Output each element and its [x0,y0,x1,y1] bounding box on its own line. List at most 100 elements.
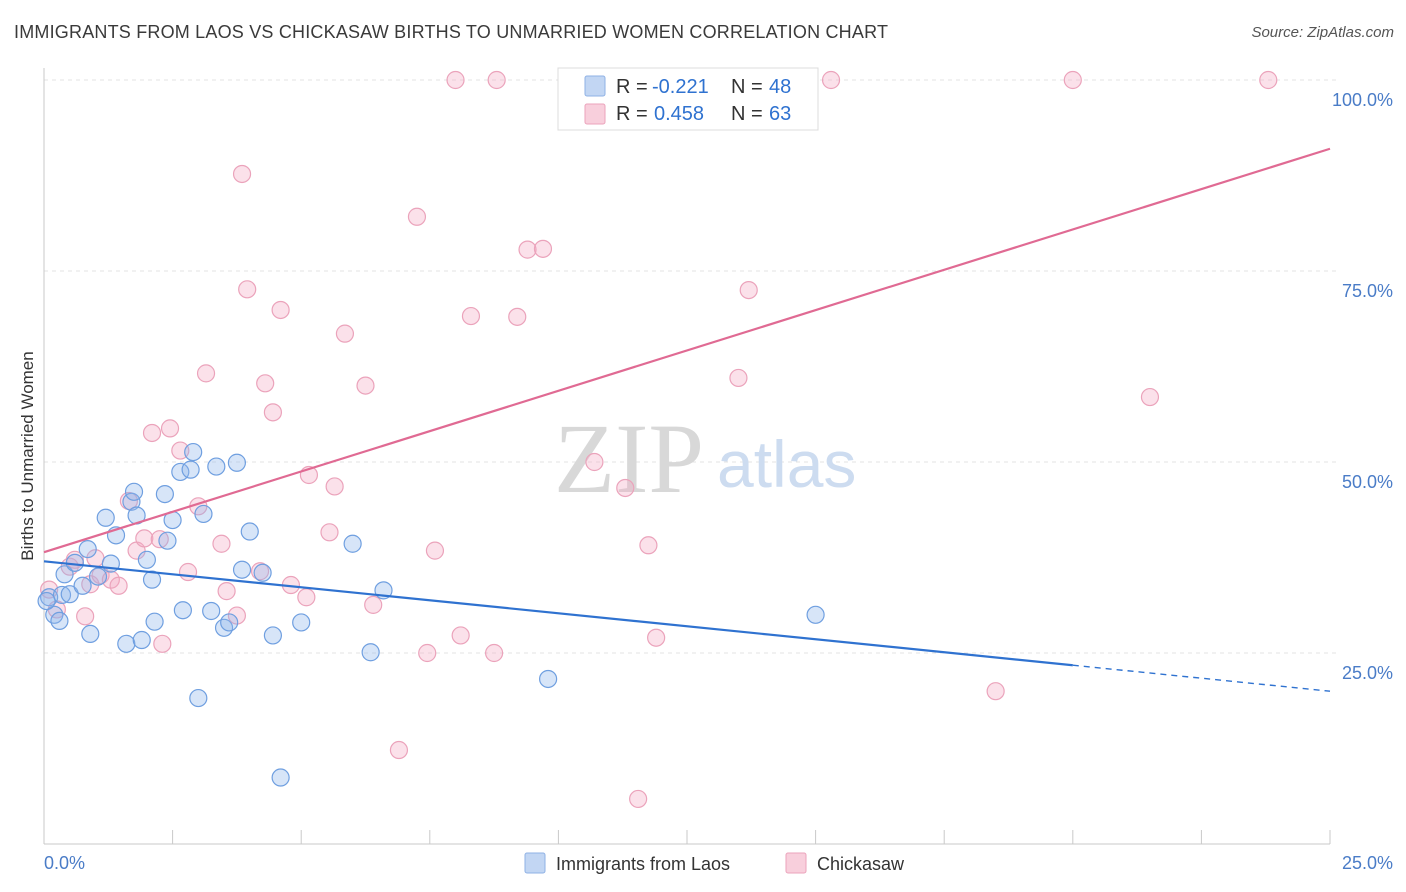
y-axis-label: Births to Unmarried Women [18,351,37,560]
legend-pink-n-label: N = [731,103,763,125]
y-tick-label: 25.0% [1342,663,1393,683]
laos-trend-line-extension [1072,664,1331,692]
legend-box: R = -0.221 N = 48 R = 0.458 N = 63 [557,67,819,131]
chickasaw-point [639,536,658,555]
laos-point [539,669,558,689]
watermark-zip: ZIP [554,403,704,514]
laos-point [158,531,177,550]
chickasaw-point [418,643,437,663]
laos-point [253,563,272,582]
laos-point [60,585,79,604]
chickasaw-point [739,281,758,300]
laos-point [81,624,100,644]
chickasaw-point [212,534,231,553]
x-ticks [43,830,1331,844]
laos-point [137,550,156,569]
legend-pink-r-label: R = [616,103,648,125]
chickasaw-point [325,477,344,496]
laos-point [271,768,290,787]
y-tick-label: 50.0% [1342,472,1393,492]
chickasaw-point [647,628,666,647]
laos-point [232,560,252,579]
laos-point [78,539,97,559]
chickasaw-point [407,207,427,226]
y-tick-labels: 25.0% 50.0% 75.0% 100.0% [1332,90,1393,683]
laos-point [173,601,192,620]
legend-pink-r-value: 0.458 [654,103,704,125]
laos-point [145,612,164,631]
laos-point [50,611,69,631]
chickasaw-point [629,789,648,809]
bottom-legend-swatch-blue [524,852,546,874]
laos-point [292,613,311,632]
laos-point [181,460,200,479]
chickasaw-point [320,523,339,542]
chickasaw-point [986,682,1005,701]
chickasaw-point [263,403,283,422]
chickasaw-point [451,626,470,645]
x-tick-label-max: 25.0% [1342,853,1393,873]
bottom-legend: Immigrants from Laos Chickasaw [524,852,905,874]
laos-point [220,613,239,632]
chickasaw-point [487,70,506,90]
chickasaw-point [109,576,128,595]
laos-point [202,601,221,621]
chickasaw-point [446,70,465,90]
chickasaw-point [256,374,275,393]
chickasaw-point [227,606,246,625]
legend-blue-r-label: R = [616,76,648,98]
chickasaw-point [485,643,504,663]
laos-point [55,565,74,584]
laos-point [37,591,56,611]
chickasaw-point [585,452,604,472]
legend-swatch-pink [584,103,606,125]
laos-point [96,508,115,527]
laos-trend-line [43,560,1073,667]
watermark-atlas: atlas [717,427,856,501]
chickasaw-point [364,595,383,614]
chickasaw-point [508,307,527,326]
bottom-legend-blue-label: Immigrants from Laos [556,854,730,874]
laos-point [207,457,226,476]
chickasaw-point [217,582,236,601]
laos-point [189,688,208,708]
laos-point [117,634,136,653]
bottom-legend-pink-label: Chickasaw [817,854,905,874]
series-laos-points [37,442,825,787]
laos-point [88,567,108,586]
laos-point [214,618,234,637]
grid-lines [44,79,1340,654]
chickasaw-point [160,419,180,438]
laos-point [240,522,259,541]
legend-blue-r-value: -0.221 [652,76,709,98]
chickasaw-point [135,529,154,548]
watermark: ZIP atlas [554,403,856,514]
laos-point [124,482,144,501]
chickasaw-point [1140,387,1160,407]
bottom-legend-swatch-pink [785,852,807,874]
chickasaw-point [356,376,375,395]
laos-point [263,626,283,645]
chickasaw-point [729,368,748,388]
y-tick-label: 75.0% [1342,281,1393,301]
chickasaw-point [533,239,553,258]
chickasaw-point [518,240,537,259]
chickasaw-point [335,324,355,343]
chickasaw-point [425,541,445,560]
chickasaw-point [150,530,169,549]
laos-point [361,643,380,662]
chickasaw-point [76,607,95,626]
chickasaw-point [297,588,316,607]
chickasaw-point [1063,70,1082,90]
trend-lines [43,147,1331,692]
x-tick-label-min: 0.0% [44,853,85,873]
chickasaw-point [196,364,216,383]
chickasaw-point [616,478,635,498]
laos-point [194,504,213,524]
chickasaw-point [81,575,100,594]
chart-title: IMMIGRANTS FROM LAOS VS CHICKASAW BIRTHS… [14,22,889,42]
laos-point [184,442,203,462]
y-tick-label: 100.0% [1332,90,1393,110]
laos-point [155,484,174,504]
